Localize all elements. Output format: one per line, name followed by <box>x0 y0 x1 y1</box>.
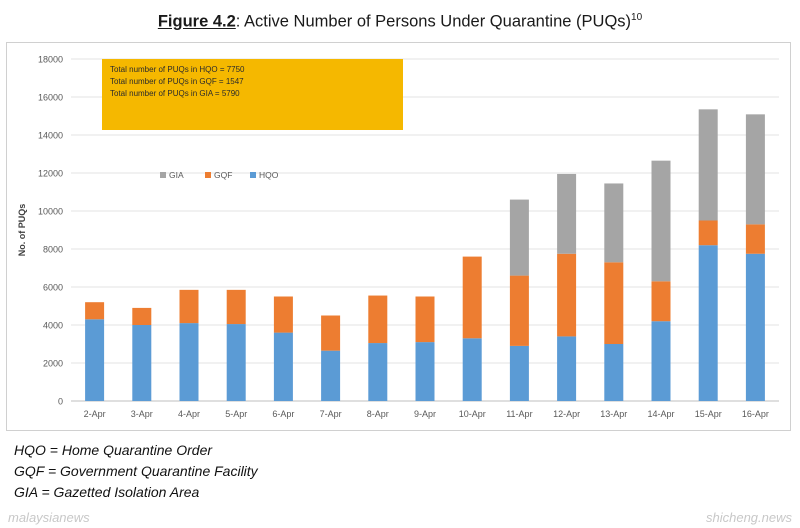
bar-gqf-2-apr <box>85 302 105 320</box>
legend-swatch-hqo <box>250 172 256 178</box>
bar-hqo-12-apr <box>557 336 577 401</box>
y-tick-label: 0 <box>58 397 63 407</box>
x-tick-label: 4-Apr <box>178 409 200 419</box>
bar-gqf-5-apr <box>226 289 246 325</box>
bar-hqo-11-apr <box>509 345 529 401</box>
x-tick-label: 11-Apr <box>506 409 532 419</box>
bar-gqf-11-apr <box>509 275 529 346</box>
abbreviation-notes: HQO = Home Quarantine Order GQF = Govern… <box>14 440 258 503</box>
watermark-left: malaysianews <box>8 510 90 525</box>
bar-hqo-5-apr <box>226 324 246 401</box>
bar-hqo-3-apr <box>132 325 152 401</box>
summary-line: Total number of PUQs in GIA = 5790 <box>110 89 240 98</box>
x-tick-label: 10-Apr <box>459 409 486 419</box>
x-tick-label: 9-Apr <box>414 409 436 419</box>
chart: 0 2000 4000 6000 8000 10000 12000 14000 16000 180… <box>17 55 779 419</box>
bar-hqo-7-apr <box>321 350 341 401</box>
figure-title-text: : Active Number of Persons Under Quarant… <box>235 12 632 31</box>
bar-hqo-15-apr <box>698 245 718 401</box>
legend-label-hqo: HQO <box>259 170 279 180</box>
bar-hqo-8-apr <box>368 343 388 401</box>
bar-hqo-9-apr <box>415 342 435 401</box>
bar-gqf-16-apr <box>745 224 765 254</box>
x-tick-label: 14-Apr <box>647 409 674 419</box>
bar-gqf-3-apr <box>132 307 152 325</box>
legend-label-gqf: GQF <box>214 170 232 180</box>
x-tick-label: 7-Apr <box>320 409 342 419</box>
bar-gia-14-apr <box>651 160 671 282</box>
bar-gia-16-apr <box>745 114 765 225</box>
y-tick-label: 10000 <box>38 207 63 217</box>
note-gia: GIA = Gazetted Isolation Area <box>14 484 200 500</box>
bar-gia-13-apr <box>604 183 624 263</box>
x-tick-label: 13-Apr <box>600 409 627 419</box>
y-tick-label: 18000 <box>38 55 63 65</box>
y-axis-label: No. of PUQs <box>17 204 27 257</box>
summary-box <box>102 59 403 130</box>
y-tick-label: 16000 <box>38 93 63 103</box>
note-gqf: GQF = Government Quarantine Facility <box>14 463 258 479</box>
figure-title: Figure 4.2: Active Number of Persons Und… <box>0 12 800 32</box>
x-tick-label: 2-Apr <box>84 409 106 419</box>
y-tick-label: 4000 <box>43 321 63 331</box>
y-tick-label: 6000 <box>43 283 63 293</box>
bar-gqf-8-apr <box>368 295 388 344</box>
x-tick-label: 8-Apr <box>367 409 389 419</box>
bar-hqo-16-apr <box>745 253 765 401</box>
legend-swatch-gia <box>160 172 166 178</box>
x-tick-label: 6-Apr <box>272 409 294 419</box>
summary-line: Total number of PUQs in HQO = 7750 <box>110 65 245 74</box>
bar-gia-12-apr <box>557 173 577 254</box>
x-tick-label: 15-Apr <box>695 409 722 419</box>
bar-hqo-14-apr <box>651 321 671 401</box>
bar-gqf-13-apr <box>604 262 624 344</box>
bar-hqo-10-apr <box>462 338 482 401</box>
bar-gqf-4-apr <box>179 289 199 324</box>
note-hqo: HQO = Home Quarantine Order <box>14 442 213 458</box>
bar-gqf-14-apr <box>651 281 671 322</box>
bar-hqo-6-apr <box>273 332 293 401</box>
bar-hqo-4-apr <box>179 323 199 401</box>
bar-gqf-9-apr <box>415 296 435 343</box>
watermark-right: shicheng.news <box>706 510 792 525</box>
bar-gqf-15-apr <box>698 220 718 246</box>
y-tick-label: 12000 <box>38 169 63 179</box>
bar-gqf-7-apr <box>321 315 341 351</box>
x-tick-label: 3-Apr <box>131 409 153 419</box>
x-tick-label: 12-Apr <box>553 409 580 419</box>
bar-gqf-12-apr <box>557 253 577 337</box>
figure-number: Figure 4.2 <box>157 12 236 31</box>
bar-gqf-10-apr <box>462 256 482 339</box>
x-tick-label: 16-Apr <box>742 409 769 419</box>
chart-frame: 0 2000 4000 6000 8000 10000 12000 14000 16000 180… <box>6 42 791 431</box>
bar-gia-15-apr <box>698 109 718 221</box>
bar-hqo-2-apr <box>85 319 105 401</box>
legend-swatch-gqf <box>205 172 211 178</box>
bar-gqf-6-apr <box>273 296 293 333</box>
legend-label-gia: GIA <box>169 170 184 180</box>
y-tick-label: 8000 <box>43 245 63 255</box>
y-tick-label: 14000 <box>38 131 63 141</box>
x-tick-label: 5-Apr <box>225 409 247 419</box>
footnote-ref: 10 <box>631 12 643 23</box>
bar-hqo-13-apr <box>604 344 624 401</box>
summary-line: Total number of PUQs in GQF = 1547 <box>110 77 244 86</box>
bar-gia-11-apr <box>509 199 529 276</box>
y-tick-label: 2000 <box>43 359 63 369</box>
